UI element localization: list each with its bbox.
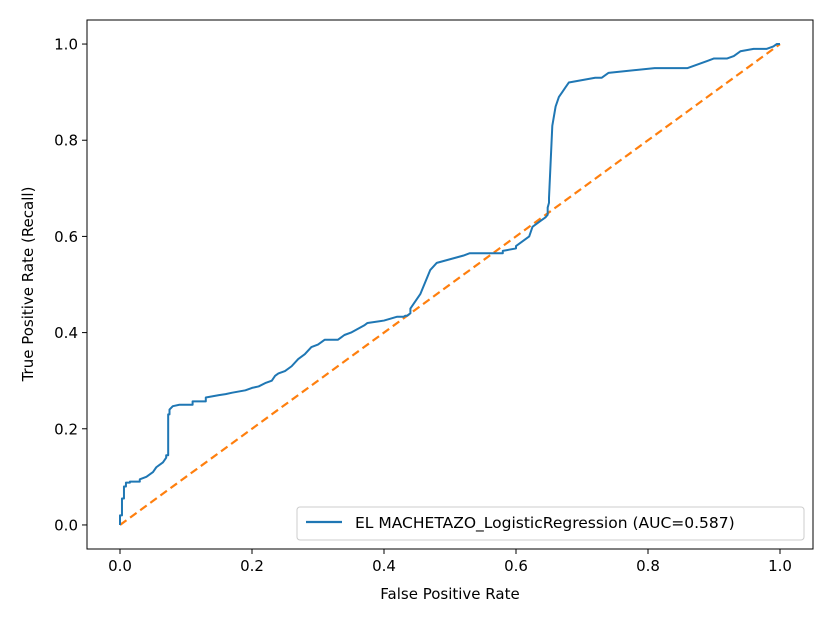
x-tick-label: 0.6 bbox=[504, 557, 528, 575]
x-tick-label: 0.2 bbox=[240, 557, 264, 575]
x-tick-label: 0.4 bbox=[372, 557, 396, 575]
y-tick-label: 0.2 bbox=[54, 420, 78, 438]
y-axis-label: True Positive Rate (Recall) bbox=[19, 187, 37, 383]
y-tick-label: 0.6 bbox=[54, 228, 78, 246]
plot-frame bbox=[86, 19, 814, 550]
y-tick-label: 0.8 bbox=[54, 132, 78, 150]
y-tick-label: 1.0 bbox=[54, 36, 78, 54]
legend: EL MACHETAZO_LogisticRegression (AUC=0.5… bbox=[296, 506, 805, 541]
chance-diagonal-line bbox=[119, 43, 781, 526]
x-axis-ticks: 0.0 0.2 0.4 0.6 0.8 1.0 bbox=[108, 549, 792, 575]
roc-curve-layer bbox=[119, 43, 780, 525]
x-axis-label: False Positive Rate bbox=[380, 585, 519, 603]
y-tick-label: 0.4 bbox=[54, 324, 78, 342]
y-tick-label: 0.0 bbox=[54, 516, 78, 534]
diagonal-line-layer bbox=[119, 43, 781, 526]
x-tick-label: 1.0 bbox=[768, 557, 792, 575]
y-axis-ticks: 0.0 0.2 0.4 0.6 0.8 1.0 bbox=[54, 36, 87, 534]
roc-curve-line bbox=[119, 43, 780, 525]
x-tick-label: 0.8 bbox=[636, 557, 660, 575]
legend-label: EL MACHETAZO_LogisticRegression (AUC=0.5… bbox=[355, 514, 735, 533]
legend-box bbox=[296, 506, 805, 541]
x-tick-label: 0.0 bbox=[108, 557, 132, 575]
